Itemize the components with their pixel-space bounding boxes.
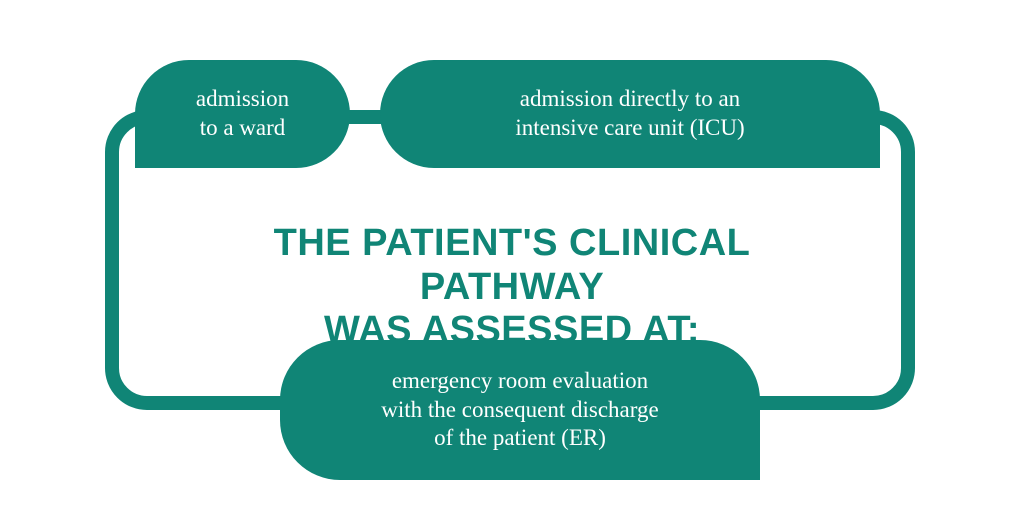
diagram-title: The patient's clinical pathway was asses…	[192, 222, 832, 353]
node-icu-label: admission directly to an intensive care …	[515, 85, 744, 143]
node-ward-label: admission to a ward	[196, 85, 289, 143]
title-line-1: The patient's clinical pathway	[192, 222, 832, 309]
node-ward: admission to a ward	[135, 60, 350, 168]
node-er: emergency room evaluation with the conse…	[280, 340, 760, 480]
node-er-label: emergency room evaluation with the conse…	[381, 367, 658, 453]
node-icu: admission directly to an intensive care …	[380, 60, 880, 168]
